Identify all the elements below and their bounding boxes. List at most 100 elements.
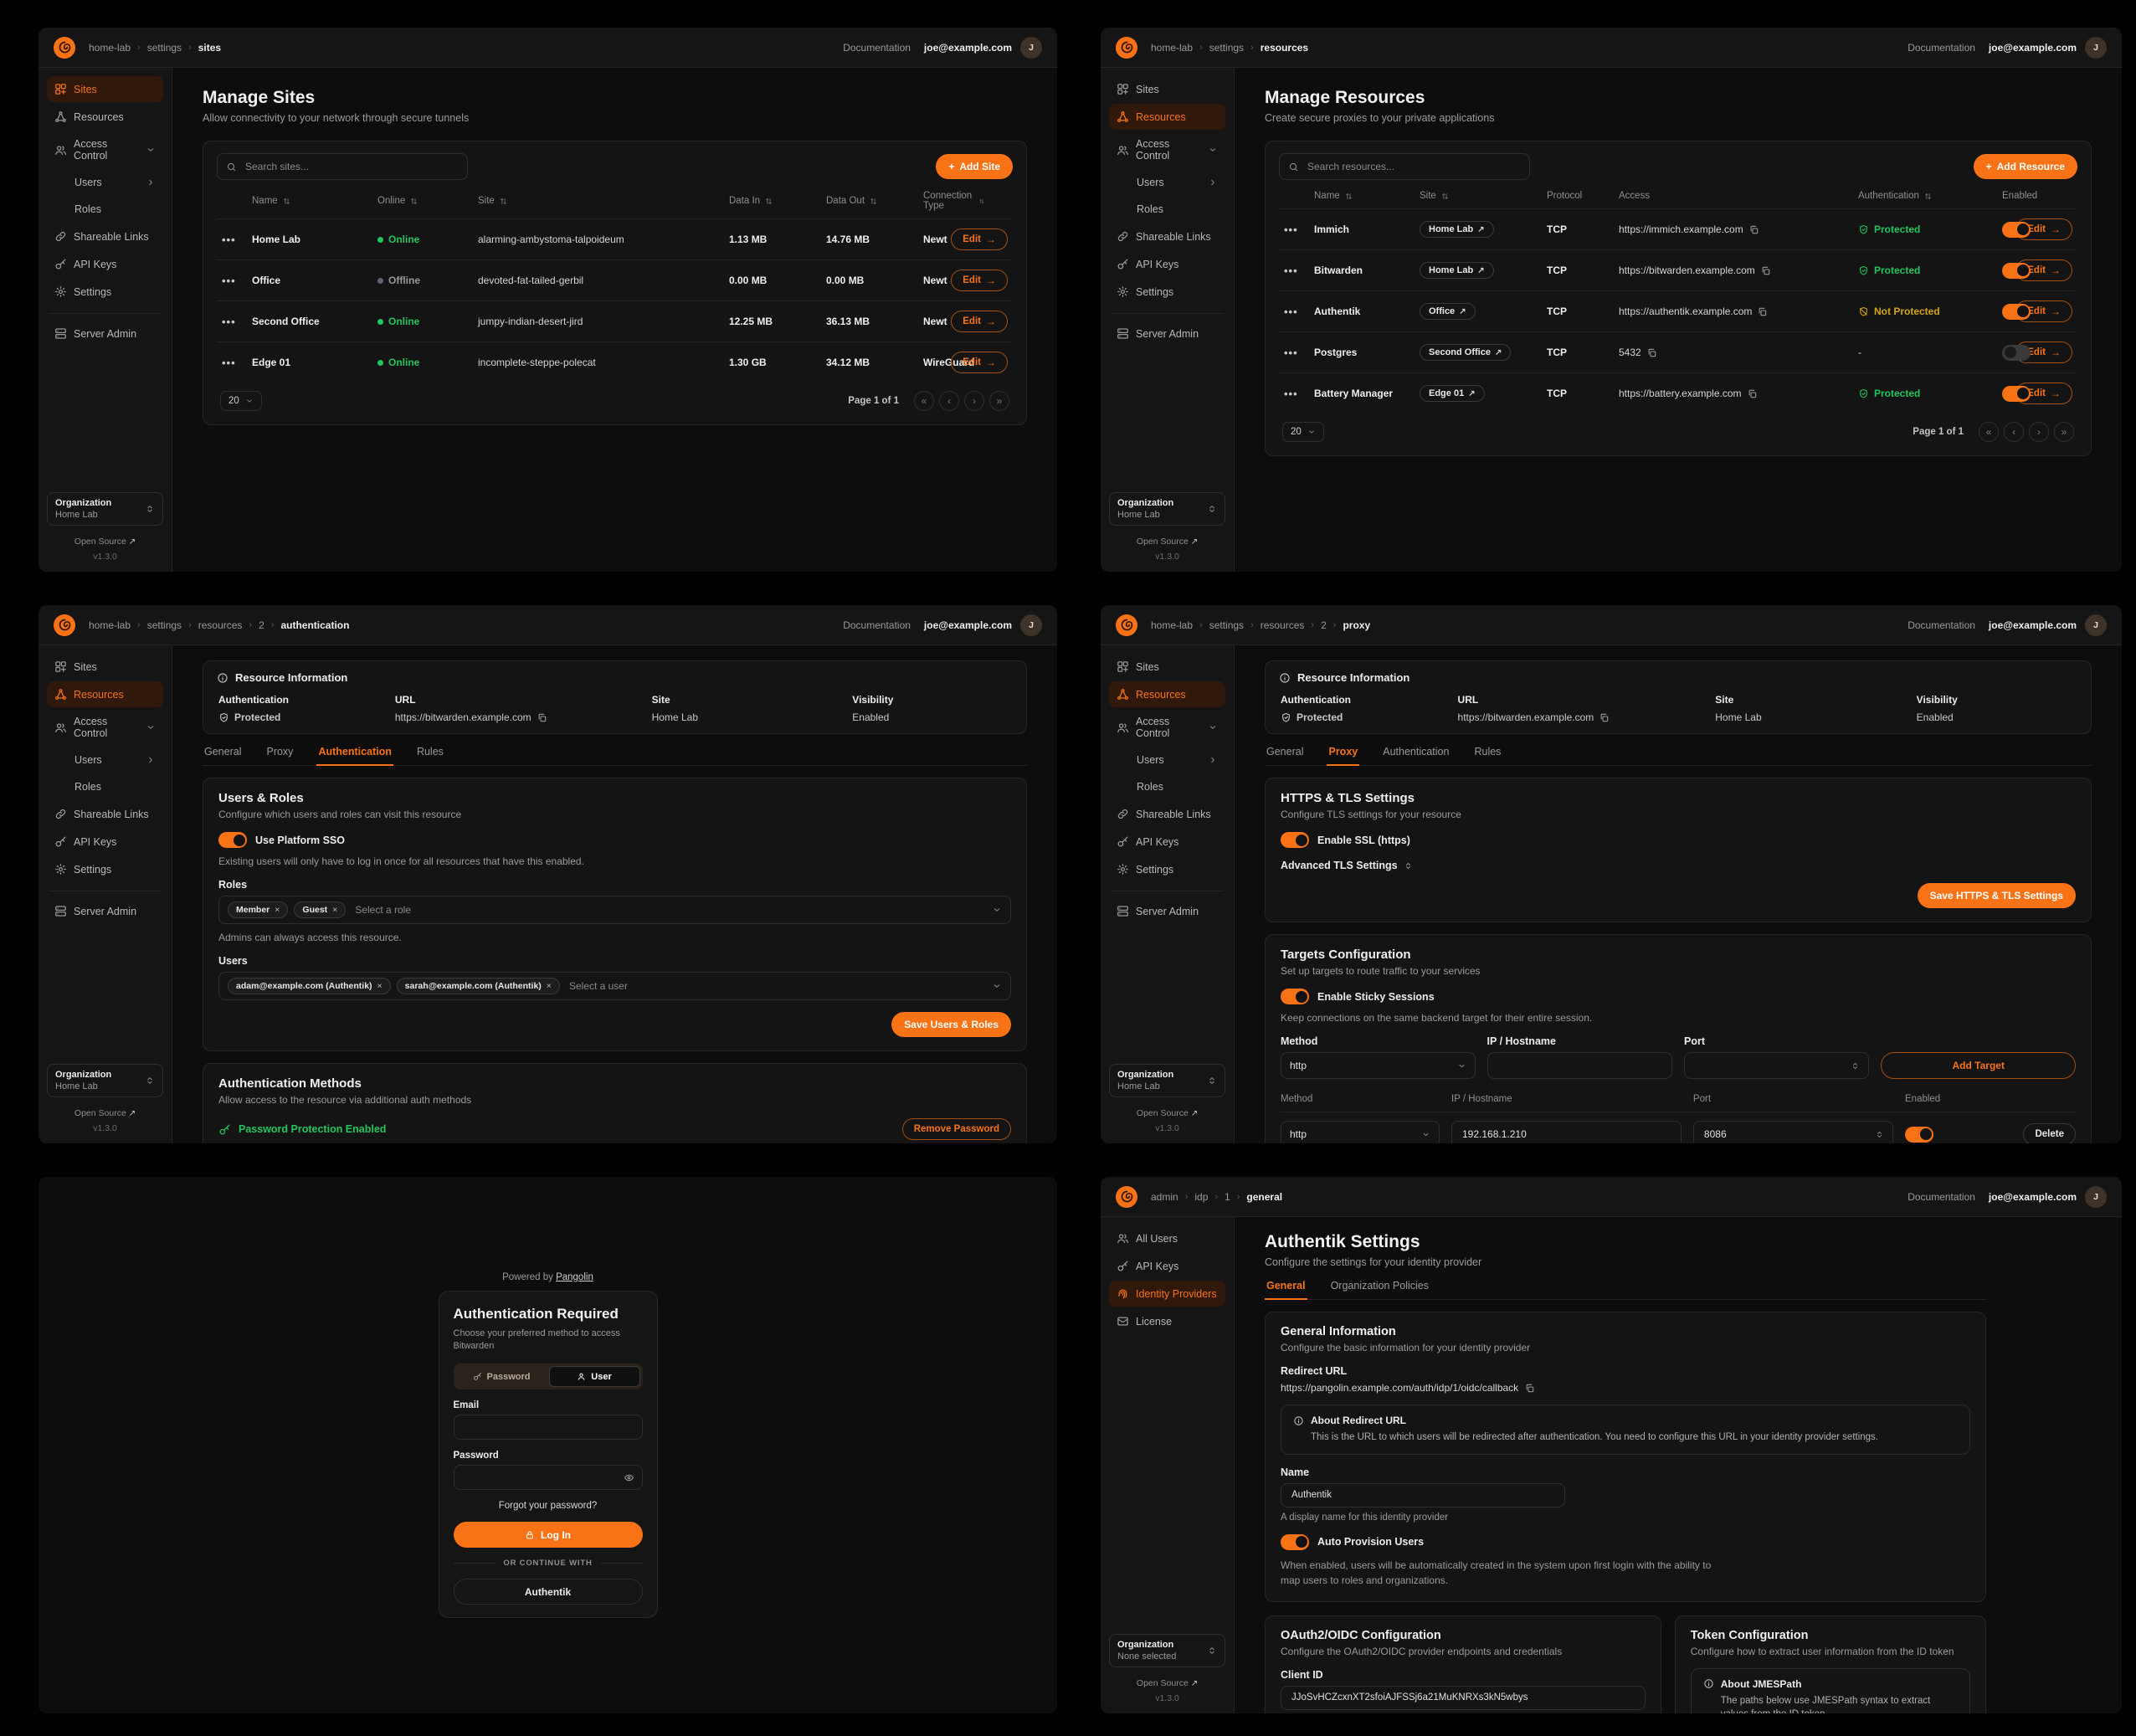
- sidebar-item-resources[interactable]: Resources: [1109, 681, 1225, 707]
- role-chip[interactable]: Guest ×: [294, 901, 347, 918]
- col-online[interactable]: Online: [372, 188, 473, 213]
- org-selector[interactable]: Organization Home Lab: [47, 1064, 163, 1097]
- enable-ssl-toggle[interactable]: [1281, 832, 1309, 848]
- row-menu-icon[interactable]: •••: [1284, 346, 1298, 359]
- sidebar-item-sites[interactable]: Sites: [47, 654, 163, 680]
- sidebar-item-users[interactable]: Users: [47, 747, 163, 773]
- copy-icon[interactable]: [1760, 265, 1771, 276]
- sidebar-item-users[interactable]: Users: [47, 170, 163, 195]
- pangolin-link[interactable]: Pangolin: [556, 1271, 593, 1282]
- role-chip[interactable]: Member ×: [228, 901, 289, 918]
- row-menu-icon[interactable]: •••: [1284, 223, 1298, 236]
- tab-rules[interactable]: Rules: [1474, 746, 1502, 758]
- authentik-sso-button[interactable]: Authentik: [453, 1579, 643, 1605]
- open-source-link[interactable]: Open Source ↗: [1136, 1678, 1199, 1688]
- tab-organization-policies[interactable]: Organization Policies: [1330, 1280, 1429, 1292]
- copy-icon[interactable]: [537, 712, 547, 723]
- documentation-link[interactable]: Documentation: [843, 619, 911, 631]
- add-target-button[interactable]: Add Target: [1881, 1052, 2076, 1079]
- breadcrumb-item[interactable]: settings: [1209, 41, 1245, 54]
- sidebar-item-server-admin[interactable]: Server Admin: [1109, 321, 1225, 347]
- forgot-password-link[interactable]: Forgot your password?: [498, 1501, 598, 1512]
- user-email[interactable]: joe@example.com: [923, 619, 1012, 631]
- sidebar-item-roles[interactable]: Roles: [1137, 203, 1163, 215]
- sidebar-item-server-admin[interactable]: Server Admin: [47, 321, 163, 347]
- sidebar-item-roles[interactable]: Roles: [74, 781, 101, 793]
- row-menu-icon[interactable]: •••: [222, 356, 236, 369]
- edit-button[interactable]: Edit →: [951, 270, 1008, 291]
- tab-proxy[interactable]: Proxy: [266, 746, 294, 758]
- edit-button[interactable]: Edit →: [951, 311, 1008, 332]
- row-menu-icon[interactable]: •••: [222, 274, 236, 287]
- sidebar-item-shareable-links[interactable]: Shareable Links: [47, 223, 163, 249]
- copy-icon[interactable]: [1748, 224, 1759, 235]
- remove-password-button[interactable]: Remove Password: [901, 1118, 1011, 1140]
- enabled-toggle[interactable]: [2002, 221, 2031, 238]
- org-selector[interactable]: Organization None selected: [1109, 1634, 1225, 1667]
- sidebar-item-users[interactable]: Users: [1109, 170, 1225, 195]
- tab-authentication[interactable]: Authentication: [1383, 746, 1450, 758]
- col-name[interactable]: Name: [1309, 183, 1415, 208]
- sidebar-item-roles[interactable]: Roles: [1137, 781, 1163, 793]
- site-link-pill[interactable]: Office ↗: [1420, 303, 1476, 320]
- user-chip[interactable]: sarah@example.com (Authentik) ×: [396, 978, 560, 994]
- org-selector[interactable]: Organization Home Lab: [1109, 492, 1225, 526]
- delete-target-button[interactable]: Delete: [2023, 1123, 2076, 1143]
- col-site[interactable]: Site: [1415, 183, 1542, 208]
- avatar[interactable]: J: [2085, 36, 2107, 59]
- avatar[interactable]: J: [2085, 614, 2107, 636]
- first-page-button[interactable]: «: [1979, 422, 1999, 442]
- row-menu-icon[interactable]: •••: [1284, 305, 1298, 318]
- site-link-pill[interactable]: Second Office ↗: [1420, 344, 1512, 361]
- advanced-tls-settings[interactable]: Advanced TLS Settings: [1281, 860, 2076, 871]
- tab-general[interactable]: General: [1265, 1280, 1307, 1300]
- sidebar-item-shareable-links[interactable]: Shareable Links: [1109, 801, 1225, 827]
- avatar[interactable]: J: [2085, 1185, 2107, 1208]
- edit-button[interactable]: Edit →: [2015, 383, 2072, 404]
- email-field[interactable]: [453, 1415, 643, 1441]
- sidebar-item-settings[interactable]: Settings: [1109, 279, 1225, 305]
- copy-icon[interactable]: [1646, 347, 1657, 358]
- enabled-toggle[interactable]: [2002, 344, 2031, 361]
- documentation-link[interactable]: Documentation: [1908, 41, 1975, 54]
- sidebar-item-settings[interactable]: Settings: [47, 279, 163, 305]
- sidebar-item-api-keys[interactable]: API Keys: [1109, 829, 1225, 855]
- first-page-button[interactable]: «: [914, 391, 934, 411]
- breadcrumb-item[interactable]: resources: [198, 619, 243, 631]
- port-input[interactable]: [1684, 1052, 1870, 1079]
- enabled-toggle[interactable]: [2002, 303, 2031, 320]
- sidebar-item-server-admin[interactable]: Server Admin: [1109, 898, 1225, 924]
- documentation-link[interactable]: Documentation: [843, 41, 911, 54]
- method-user-tab[interactable]: User: [548, 1366, 640, 1388]
- org-selector[interactable]: Organization Home Lab: [1109, 1064, 1225, 1097]
- breadcrumb-item[interactable]: idp: [1194, 1190, 1209, 1203]
- open-source-link[interactable]: Open Source ↗: [74, 537, 136, 547]
- breadcrumb-item[interactable]: 2: [1321, 619, 1327, 631]
- prev-page-button[interactable]: ‹: [939, 391, 959, 411]
- sidebar-item-server-admin[interactable]: Server Admin: [47, 898, 163, 924]
- edit-button[interactable]: Edit →: [951, 352, 1008, 373]
- avatar[interactable]: J: [1020, 36, 1042, 59]
- copy-icon[interactable]: [1599, 712, 1610, 723]
- sidebar-item-sites[interactable]: Sites: [1109, 76, 1225, 102]
- sidebar-item-sites[interactable]: Sites: [47, 76, 163, 102]
- target-enabled-toggle[interactable]: [1905, 1126, 1933, 1143]
- site-link-pill[interactable]: Home Lab ↗: [1420, 221, 1494, 238]
- breadcrumb-item[interactable]: resources: [1260, 619, 1305, 631]
- save-https-tls-button[interactable]: Save HTTPS & TLS Settings: [1917, 883, 2076, 908]
- row-menu-icon[interactable]: •••: [222, 315, 236, 328]
- add-site-button[interactable]: + Add Site: [936, 154, 1013, 179]
- avatar[interactable]: J: [1020, 614, 1042, 636]
- users-multiselect[interactable]: adam@example.com (Authentik) × sarah@exam…: [218, 972, 1011, 1000]
- sidebar-item-api-keys[interactable]: API Keys: [1109, 1253, 1225, 1279]
- sidebar-item-resources[interactable]: Resources: [47, 104, 163, 130]
- breadcrumb-item[interactable]: 1: [1225, 1190, 1230, 1203]
- search-input[interactable]: [217, 153, 468, 180]
- rows-per-page-select[interactable]: 20: [220, 391, 262, 411]
- sidebar-item-license[interactable]: License: [1109, 1308, 1225, 1334]
- user-email[interactable]: joe@example.com: [923, 41, 1012, 54]
- idp-name-input[interactable]: [1281, 1482, 1565, 1507]
- sidebar-item-resources[interactable]: Resources: [1109, 104, 1225, 130]
- user-email[interactable]: joe@example.com: [1988, 619, 2077, 631]
- password-field[interactable]: [453, 1465, 643, 1491]
